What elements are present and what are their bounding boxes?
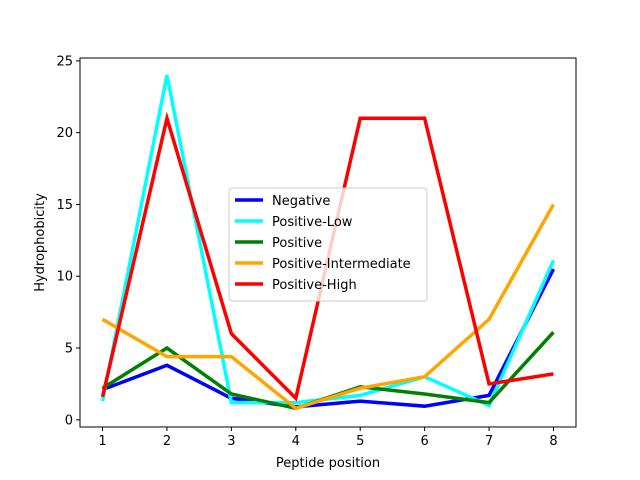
x-tick-label: 2: [163, 434, 171, 449]
series-line-negative: [101, 268, 556, 409]
x-axis-label: Peptide position: [276, 456, 380, 471]
x-axis: 1 2 3 4 5 6 7 8: [98, 427, 558, 449]
legend-label: Positive-Low: [272, 215, 353, 230]
y-tick-label: 20: [56, 126, 73, 141]
y-tick-label: 0: [65, 413, 73, 428]
legend: Negative Positive-Low Positive Positive-Int…: [228, 187, 428, 302]
x-tick-label: 3: [227, 434, 235, 449]
x-tick-label: 1: [98, 434, 106, 449]
series-layer: [100, 74, 556, 411]
y-tick-label: 25: [56, 54, 73, 69]
y-axis-label: Hydrophobicity: [33, 193, 48, 292]
legend-label: Positive-Intermediate: [272, 257, 411, 272]
x-tick-label: 8: [549, 434, 557, 449]
series-line-positive-intermediate: [101, 203, 555, 411]
y-tick-label: 5: [65, 342, 73, 357]
x-tick-label: 6: [420, 434, 428, 449]
legend-label: Positive: [272, 236, 322, 251]
legend-box: [228, 187, 428, 302]
axes-frame: [79, 57, 577, 428]
x-tick-label: 4: [292, 434, 300, 449]
y-tick-label: 10: [56, 270, 73, 285]
legend-label: Negative: [272, 194, 330, 209]
legend-label: Positive-High: [272, 278, 357, 293]
x-tick-label: 7: [485, 434, 493, 449]
y-tick-label: 15: [56, 198, 73, 213]
y-axis: 0 5 10 15 20 25: [56, 54, 80, 428]
x-tick-label: 5: [356, 434, 364, 449]
